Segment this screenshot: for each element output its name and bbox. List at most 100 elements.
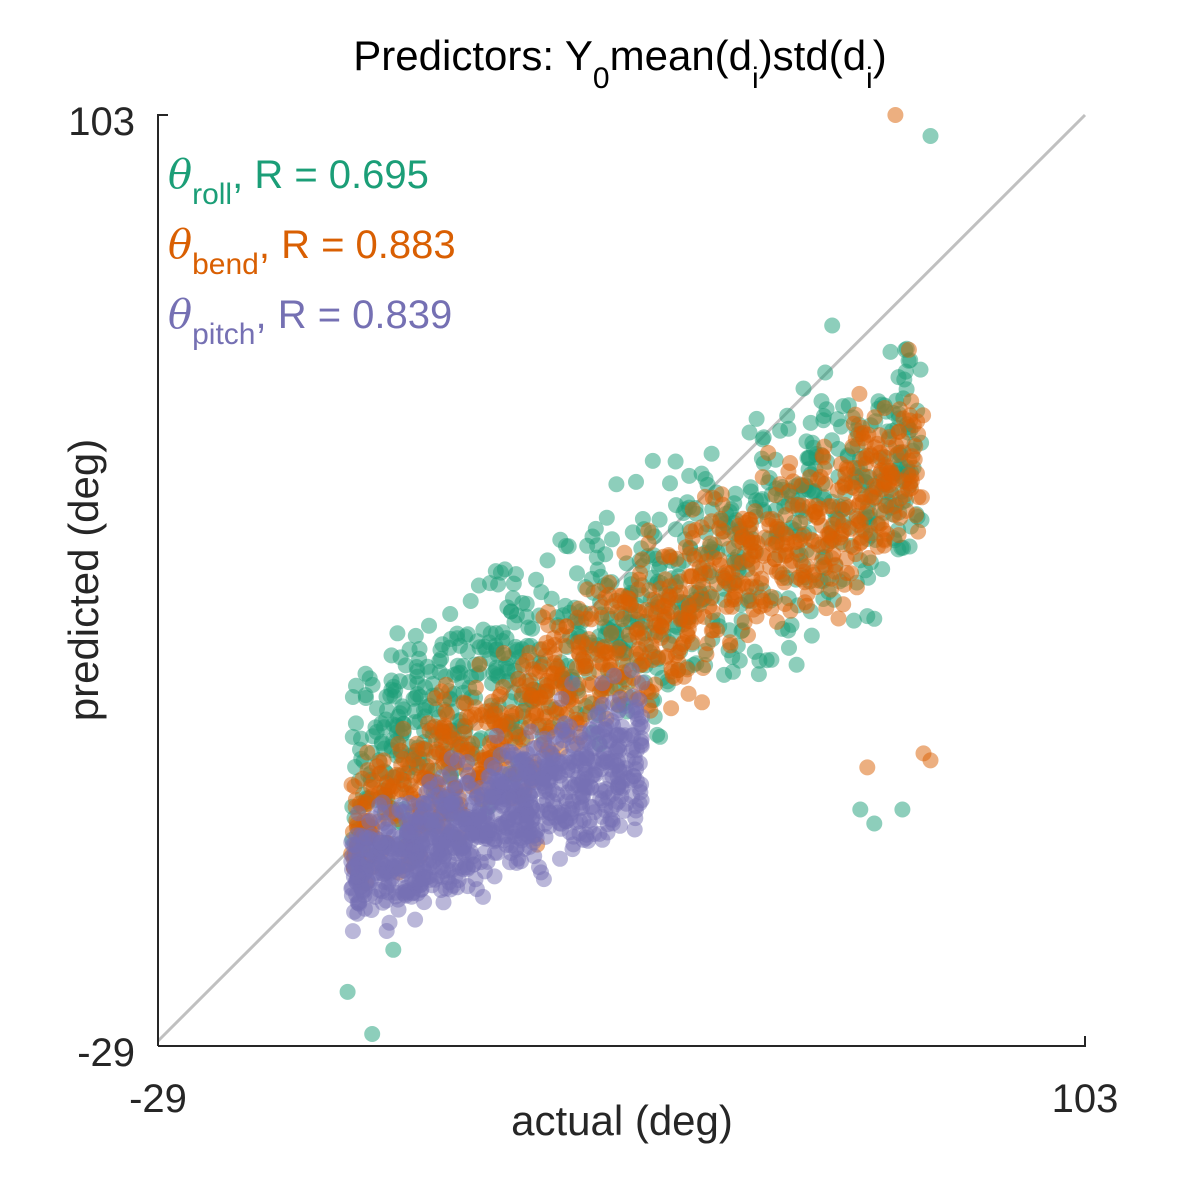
data-point-bend (640, 535, 657, 552)
data-point-roll (703, 445, 720, 462)
data-point-pitch (486, 844, 503, 861)
data-point-bend (871, 502, 888, 519)
data-point-pitch (531, 859, 547, 876)
data-point-bend (838, 459, 855, 476)
data-point-roll (667, 521, 684, 538)
outlier-point-roll (824, 317, 841, 334)
data-point-bend (652, 580, 669, 597)
data-point-bend (467, 714, 484, 731)
data-point-pitch (475, 888, 491, 905)
data-point-roll (411, 641, 428, 657)
identity-line (156, 113, 1087, 1043)
data-point-roll (589, 537, 606, 554)
data-point-pitch (578, 750, 595, 767)
data-point-bend (570, 634, 587, 651)
data-point-pitch (525, 740, 542, 757)
data-point-pitch (495, 776, 512, 793)
data-point-roll (748, 410, 765, 427)
legend-entry-roll: θroll, R = 0.695 (168, 152, 429, 211)
legend-stat-bend: , R = 0.883 (259, 223, 456, 267)
data-point-bend (810, 536, 827, 553)
data-point-bend (663, 700, 680, 717)
data-point-bend (670, 654, 687, 671)
data-point-roll (751, 652, 768, 669)
data-point-pitch (449, 752, 466, 769)
data-point-roll (598, 509, 615, 526)
data-point-pitch (502, 854, 518, 871)
data-point-roll (389, 625, 406, 642)
data-point-bend (660, 547, 677, 563)
data-point-pitch (488, 727, 505, 744)
data-point-bend (815, 449, 832, 466)
data-point-bend (835, 596, 852, 613)
data-point-bend (683, 568, 700, 585)
data-point-roll (754, 431, 771, 448)
data-point-roll (421, 617, 437, 634)
data-point-bend (663, 603, 680, 620)
data-point-pitch (594, 675, 611, 692)
y-tick-label-top: 103 (68, 100, 135, 144)
data-point-roll (898, 381, 915, 398)
data-point-roll (449, 625, 466, 642)
legend-sub-bend: bend (192, 248, 259, 281)
data-point-pitch (634, 718, 651, 735)
data-point-roll (741, 424, 758, 441)
data-point-roll (347, 715, 364, 732)
data-point-pitch (450, 840, 467, 857)
data-point-bend (830, 512, 847, 529)
data-point-roll (857, 562, 874, 579)
outlier-point-roll (852, 801, 869, 818)
data-point-pitch (476, 863, 493, 880)
chart-title: Predictors: Y0mean(di)std(di) (353, 32, 886, 95)
data-point-bend (908, 465, 925, 482)
data-point-pitch (565, 753, 582, 770)
data-point-bend (630, 629, 646, 646)
data-point-bend (493, 712, 510, 729)
data-point-bend (438, 676, 455, 693)
data-point-roll (830, 440, 847, 457)
data-point-bend (900, 341, 917, 358)
data-point-bend (754, 545, 771, 562)
data-point-bend (810, 471, 826, 488)
data-point-bend (434, 728, 451, 745)
data-point-roll (788, 656, 805, 673)
data-point-pitch (628, 742, 645, 759)
data-point-roll (587, 520, 604, 537)
data-point-pitch (397, 863, 414, 880)
data-point-bend (818, 600, 835, 617)
data-point-roll (357, 665, 374, 682)
data-point-roll (662, 475, 678, 492)
data-point-bend (522, 690, 539, 707)
data-point-pitch (514, 806, 531, 823)
data-point-bend (788, 533, 805, 550)
data-point-bend (634, 551, 651, 568)
data-point-bend (756, 597, 773, 613)
axes (157, 114, 1086, 1047)
data-point-bend (583, 605, 600, 622)
data-point-bend (798, 597, 815, 614)
data-point-bend (579, 581, 596, 598)
legend-stat-roll: , R = 0.695 (232, 153, 429, 197)
data-point-pitch (378, 923, 395, 939)
data-point-pitch (623, 662, 640, 679)
data-point-pitch (592, 782, 609, 799)
data-point-bend (878, 525, 895, 542)
data-point-pitch (350, 805, 367, 822)
data-point-pitch (556, 715, 573, 732)
data-point-pitch (511, 763, 528, 780)
data-point-bend (796, 574, 813, 591)
data-point-bend (681, 597, 697, 614)
data-point-bend (848, 579, 865, 596)
data-point-bend (754, 469, 771, 486)
data-point-bend (695, 577, 712, 594)
data-point-bend (880, 474, 897, 491)
data-point-bend (771, 563, 788, 580)
outlier-point-roll (894, 801, 911, 818)
data-point-pitch (580, 832, 597, 849)
data-point-roll (392, 649, 409, 666)
data-point-roll (859, 608, 876, 625)
title-prefix: Predictors: Y (353, 32, 593, 79)
data-point-bend (784, 552, 801, 569)
outlier-point-pitch (564, 675, 581, 692)
data-point-pitch (604, 768, 621, 785)
